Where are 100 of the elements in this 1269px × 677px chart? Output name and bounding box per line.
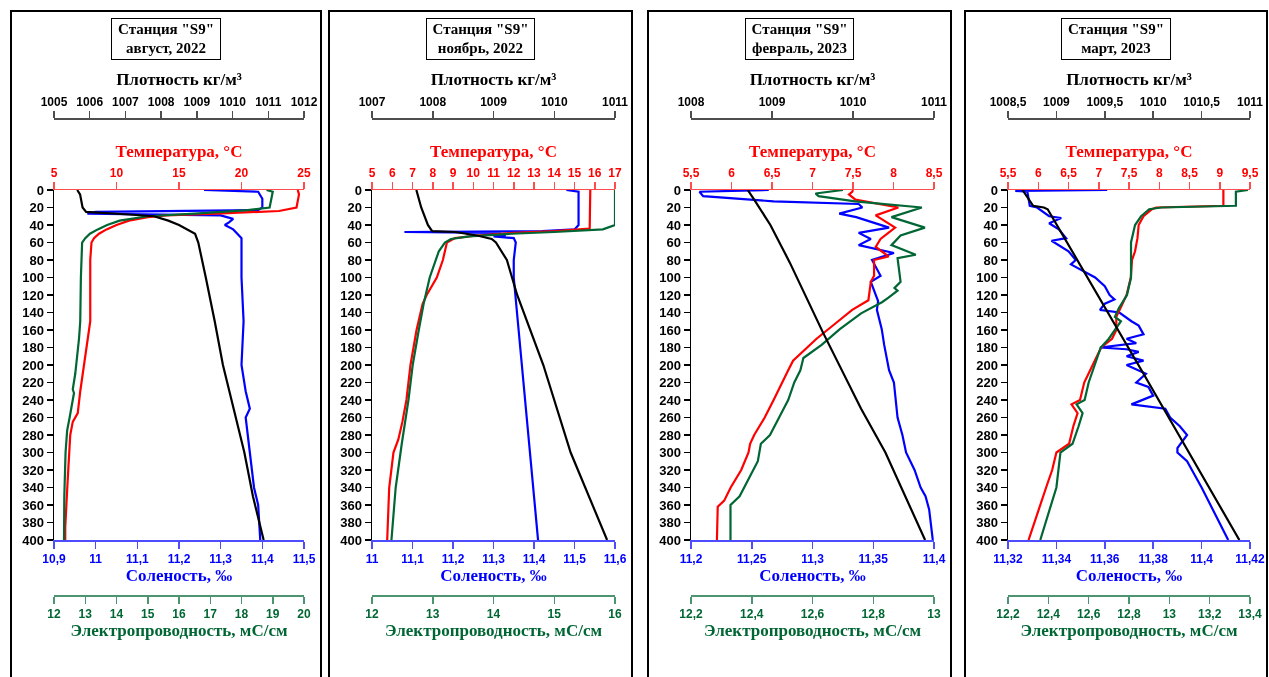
- y-tick-label: 160: [22, 322, 44, 338]
- x2-tick-label: 6,5: [763, 165, 781, 180]
- y-tick-label: 320: [976, 462, 998, 478]
- x-tick-label: 11: [89, 551, 103, 566]
- x2-tick-label: 7: [809, 165, 817, 180]
- x2-tick-label: 7,5: [844, 165, 862, 180]
- x-tick-label: 11,2: [167, 551, 191, 566]
- y-tick-label: 340: [976, 480, 998, 496]
- x2-tick-label: 6: [728, 165, 736, 180]
- x2-tick-label: 20: [234, 165, 249, 180]
- x-tick-label: 11,25: [737, 551, 767, 566]
- y-tick-label: 300: [340, 445, 362, 461]
- y-tick-label: 20: [983, 200, 998, 216]
- x-tick-label: 18: [234, 606, 249, 621]
- y-tick-label: 340: [340, 480, 362, 496]
- x2-tick-label: 8,5: [925, 165, 943, 180]
- x-tick-label: 11,38: [1138, 551, 1169, 566]
- x-tick-label: 11,4: [250, 551, 274, 566]
- x2-tick-label: 1010: [1139, 95, 1167, 110]
- x-tick-label: 12,2: [996, 606, 1020, 621]
- x-tick-label: 11,34: [1041, 551, 1072, 566]
- y-tick-label: 180: [976, 340, 998, 356]
- x-tick-label: 12,8: [1117, 606, 1141, 621]
- y-tick-label: 80: [29, 252, 44, 268]
- x2-tick-label: 8: [1155, 165, 1163, 180]
- y-tick-label: 40: [29, 217, 44, 233]
- x2-tick-label: 1011: [601, 95, 629, 110]
- x-tick-label: 11,1: [401, 551, 425, 566]
- x-axis-title: Электропроводность, мС/см: [1020, 621, 1238, 641]
- x-axis-title: Электропроводность, мС/см: [70, 621, 288, 641]
- x2-tick-label: 1007: [358, 95, 386, 110]
- x2-tick-label: 1010: [540, 95, 568, 110]
- x-tick-label: 13,2: [1197, 606, 1222, 621]
- x-tick-label: 11,36: [1090, 551, 1120, 566]
- x-tick-label: 12,6: [1076, 606, 1101, 621]
- x-tick-label: 12,2: [679, 606, 703, 621]
- x-tick-label: 13: [78, 606, 93, 621]
- x2-tick-label: 5: [50, 165, 58, 180]
- y-tick-label: 20: [29, 200, 44, 216]
- y-tick-label: 340: [659, 480, 681, 496]
- x-tick-label: 11,5: [563, 551, 587, 566]
- y-tick-label: 120: [22, 287, 44, 303]
- y-tick-label: 180: [22, 340, 44, 356]
- x2-tick-label: 7: [409, 165, 417, 180]
- y-tick-label: 280: [22, 427, 44, 443]
- x-tick-label: 12,4: [1036, 606, 1061, 621]
- x-tick-label: 14: [109, 606, 124, 621]
- x2-tick-label: 11: [487, 165, 501, 180]
- chart-title: Станция "S9": [118, 20, 214, 39]
- x2-tick-label: 1010: [839, 95, 867, 110]
- x2-tick-label: 1007: [112, 95, 140, 110]
- y-tick-label: 360: [976, 497, 998, 513]
- x2-tick-label: 7,5: [1120, 165, 1138, 180]
- x2-axis-title: Температура, °C: [115, 141, 243, 161]
- y-tick-label: 140: [22, 305, 44, 321]
- y-tick-label: 200: [659, 357, 681, 373]
- x2-tick-label: 1011: [920, 95, 948, 110]
- y-tick-label: 380: [22, 515, 44, 531]
- y-tick-label: 200: [340, 357, 362, 373]
- x2-tick-label: 12: [507, 165, 521, 180]
- y-tick-label: 220: [22, 375, 44, 391]
- y-tick-label: 360: [22, 497, 44, 513]
- line-series: [698, 190, 934, 540]
- x-tick-label: 11,35: [858, 551, 889, 566]
- x-tick-label: 11,3: [482, 551, 506, 566]
- x-axis-title: Соленость, ‰: [1075, 566, 1183, 586]
- x2-tick-label: 1008: [677, 95, 705, 110]
- x2-tick-label: 1009,5: [1086, 95, 1124, 110]
- y-tick-label: 400: [659, 532, 681, 548]
- x-tick-label: 11,6: [603, 551, 627, 566]
- y-tick-label: 100: [340, 270, 362, 286]
- x2-tick-label: 15: [172, 165, 186, 180]
- x-tick-label: 20: [297, 606, 311, 621]
- y-tick-label: 320: [340, 462, 362, 478]
- x-tick-label: 11,1: [125, 551, 149, 566]
- x-tick-label: 12,6: [800, 606, 825, 621]
- y-tick-label: 300: [976, 445, 998, 461]
- x2-tick-label: 8,5: [1181, 165, 1199, 180]
- x-tick-label: 12: [365, 606, 379, 621]
- x2-tick-label: 7: [1095, 165, 1103, 180]
- x-tick-label: 11,4: [922, 551, 946, 566]
- x-axis-title: Электропроводность, мС/см: [703, 621, 922, 641]
- x2-tick-label: 10: [109, 165, 124, 180]
- chart-subtitle: март, 2023: [1080, 39, 1152, 58]
- y-tick-label: 200: [976, 357, 998, 373]
- x2-tick-label: 1006: [76, 95, 104, 110]
- y-tick-label: 360: [340, 497, 362, 513]
- y-tick-label: 240: [976, 392, 998, 408]
- y-tick-label: 280: [340, 427, 362, 443]
- x2-tick-label: 9: [1216, 165, 1224, 180]
- x-tick-label: 13,4: [1238, 606, 1262, 621]
- chart-title: Станция "S9": [751, 20, 848, 39]
- x2-tick-label: 1011: [1236, 95, 1264, 110]
- y-tick-label: 380: [659, 515, 681, 531]
- x2-tick-label: 1009: [1043, 95, 1071, 110]
- x2-axis-title: Температура, °C: [1065, 141, 1193, 161]
- x2-tick-label: 1009: [183, 95, 211, 110]
- x-tick-label: 12,8: [861, 606, 886, 621]
- y-tick-label: 100: [22, 270, 44, 286]
- x-tick-label: 11: [365, 551, 379, 566]
